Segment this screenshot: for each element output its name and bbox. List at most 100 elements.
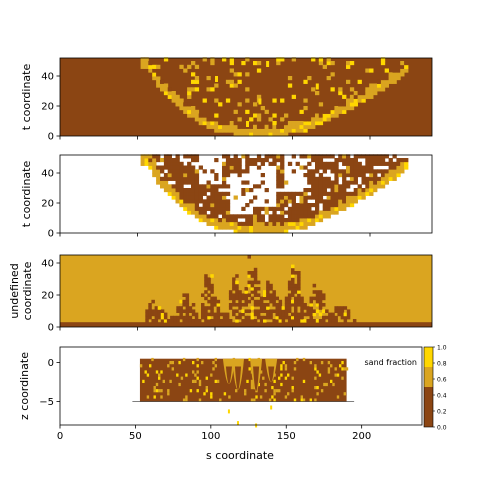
- heatmap-cell: [260, 221, 265, 226]
- heatmap-cell: [216, 309, 221, 313]
- heatmap-cell: [219, 319, 224, 323]
- heatmap-cell: [284, 229, 289, 234]
- heatmap-cell: [204, 319, 208, 323]
- heatmap-cell: [160, 169, 165, 174]
- heatmap-cell: [202, 214, 207, 219]
- heatmap-cell: [276, 158, 281, 163]
- heatmap-cell: [218, 206, 223, 211]
- heatmap-cell: [353, 173, 358, 178]
- heatmap-cell: [300, 299, 304, 304]
- heatmap-cell: [253, 124, 258, 129]
- heatmap-cell: [140, 64, 145, 69]
- heatmap-cell: [280, 57, 285, 62]
- heatmap-cell: [218, 225, 223, 230]
- heatmap-cell: [237, 229, 242, 234]
- heatmap-cell: [278, 309, 283, 313]
- heatmap-cell: [303, 210, 308, 215]
- heatmap-cell: [276, 199, 281, 204]
- heatmap-cell: [287, 287, 292, 291]
- heatmap-cell: [194, 79, 200, 84]
- heatmap-cell: [152, 64, 157, 69]
- heatmap-cell: [160, 79, 165, 84]
- heatmap-cell: [253, 214, 258, 219]
- heatmap-cell: [191, 113, 196, 118]
- heatmap-cell: [182, 357, 186, 362]
- heatmap-cell: [167, 364, 170, 368]
- heatmap-cell: [284, 195, 289, 200]
- heatmap-cell: [311, 173, 316, 178]
- heatmap-cell: [156, 64, 161, 69]
- heatmap-cell: [187, 113, 192, 118]
- heatmap-cell: [191, 109, 196, 114]
- heatmap-cell: [214, 124, 219, 129]
- heatmap-cell: [194, 109, 200, 114]
- heatmap-cell: [241, 124, 246, 129]
- heatmap-cell: [369, 176, 374, 181]
- heatmap-cell: [315, 180, 320, 185]
- heatmap-cell: [330, 154, 335, 159]
- heatmap-cell: [204, 283, 208, 288]
- heatmap-cell: [222, 169, 227, 174]
- heatmap-cell: [235, 296, 239, 301]
- heatmap-cell: [273, 373, 276, 377]
- heatmap-cell: [330, 188, 335, 193]
- heatmap-cell: [228, 290, 233, 294]
- heatmap-cell: [287, 210, 293, 215]
- heatmap-cell: [238, 290, 242, 294]
- heatmap-cell: [311, 121, 316, 126]
- heatmap-cell: [210, 274, 214, 278]
- heatmap-cell: [222, 121, 227, 126]
- heatmap-cell: [334, 315, 338, 320]
- heatmap-cell: [307, 218, 312, 223]
- heatmap-cell: [303, 225, 308, 230]
- heatmap-cell: [384, 154, 389, 159]
- heatmap-cell: [218, 195, 223, 200]
- heatmap-cell: [232, 280, 236, 285]
- heatmap-cell: [241, 169, 246, 174]
- panel-t-fraction: t coordinate: [20, 57, 433, 137]
- heatmap-cell: [166, 319, 171, 323]
- heatmap-cell: [214, 83, 219, 88]
- heatmap-cell: [245, 180, 250, 185]
- heatmap-cell: [322, 214, 327, 219]
- heatmap-cell: [309, 299, 313, 304]
- heatmap-cell: [291, 124, 296, 129]
- heatmap-cell: [334, 106, 339, 111]
- heatmap-cell: [187, 87, 192, 92]
- heatmap-cell: [263, 319, 267, 323]
- heatmap-cell: [302, 398, 306, 402]
- heatmap-cell: [229, 158, 234, 163]
- heatmap-cell: [361, 173, 366, 178]
- heatmap-cell: [233, 158, 238, 163]
- heatmap-cell: [144, 64, 149, 69]
- heatmap-cell: [326, 195, 331, 200]
- heatmap-cell: [182, 319, 186, 323]
- heatmap-cell: [338, 87, 343, 92]
- heatmap-cell: [191, 210, 196, 215]
- heatmap-cell: [377, 87, 382, 92]
- heatmap-cell: [198, 184, 203, 189]
- heatmap-cell: [280, 218, 285, 223]
- heatmap-cell: [253, 287, 258, 291]
- heatmap-cell: [318, 161, 324, 166]
- heatmap-cell: [262, 376, 265, 380]
- heatmap-cell: [268, 221, 273, 226]
- heatmap-cell: [334, 113, 339, 118]
- heatmap-cell: [297, 274, 301, 278]
- heatmap-cell: [272, 124, 277, 129]
- heatmap-cell: [303, 218, 308, 223]
- heatmap-cell: [256, 154, 262, 159]
- heatmap-cell: [194, 312, 199, 317]
- heatmap-cell: [179, 203, 184, 208]
- heatmap-cell: [346, 161, 351, 166]
- heatmap-cell: [327, 361, 331, 365]
- heatmap-cell: [201, 306, 205, 310]
- heatmap-cell: [183, 203, 188, 208]
- heatmap-cell: [249, 132, 254, 137]
- heatmap-cell: [175, 158, 180, 163]
- heatmap-cell: [179, 161, 184, 166]
- heatmap-cell: [326, 161, 331, 166]
- heatmap-cell: [315, 184, 320, 189]
- heatmap-cell: [322, 303, 326, 307]
- heatmap-cell: [253, 61, 258, 66]
